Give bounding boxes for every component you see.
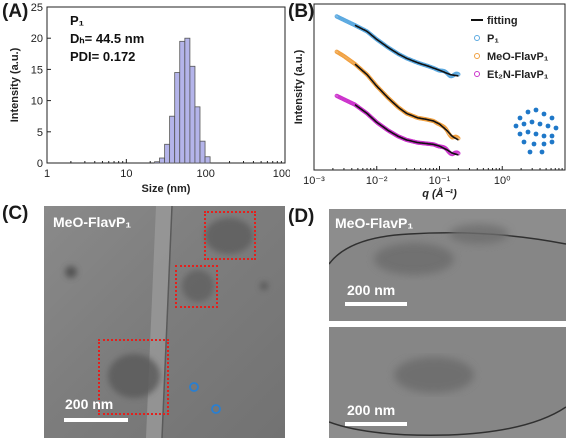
- structure-dot: [537, 121, 543, 127]
- x-tick-label: 10: [120, 168, 132, 180]
- structure-dot: [545, 123, 551, 129]
- roi-box-2: [175, 265, 218, 308]
- legend-circle-marker: [474, 71, 480, 77]
- tem-image-d-top: MeO-FlavP₁ 200 nm: [329, 209, 566, 321]
- structure-dot: [513, 123, 519, 129]
- series-P₁: [334, 14, 461, 79]
- y-tick-label: 10: [31, 96, 43, 108]
- x-axis-label: Size (nm): [142, 183, 191, 195]
- data-point: [456, 72, 461, 77]
- legend-circle-marker: [474, 53, 480, 59]
- annotation-pdi: PDI= 0.172: [70, 49, 135, 64]
- structure-dot: [553, 125, 559, 131]
- panel-b-letter: (B): [288, 1, 315, 22]
- tem-image-d-top-texture: [329, 224, 566, 321]
- annotation-sample: P₁: [70, 13, 84, 28]
- y-tick-label: 15: [31, 64, 43, 76]
- structure-dot: [529, 119, 535, 125]
- structure-dot: [517, 131, 523, 137]
- structure-dot: [541, 133, 547, 139]
- panel-d-letter: (D): [288, 206, 315, 227]
- histogram-bar: [204, 156, 211, 164]
- structure-dot: [541, 111, 547, 117]
- histogram-bar: [154, 161, 160, 164]
- tem-image-c-texture: [65, 206, 268, 438]
- histogram-bar: [194, 106, 201, 164]
- tem-image-c: MeO-FlavP₁ 200 nm: [44, 206, 285, 438]
- tem-d-top-scale-bar: [345, 302, 407, 306]
- tem-c-sample-label: MeO-FlavP₁: [53, 214, 132, 230]
- structure-dot: [525, 129, 531, 135]
- panel-a-letter: (A): [2, 1, 29, 22]
- tem-d-sample-label: MeO-FlavP₁: [335, 215, 414, 231]
- x-tick-label: 100: [196, 168, 214, 180]
- histogram-bar: [189, 65, 196, 164]
- tem-d-bottom-scale-bar: [345, 422, 407, 426]
- structure-dot: [517, 115, 523, 121]
- structure-dot: [539, 149, 545, 155]
- structure-dot: [525, 109, 531, 115]
- tem-d-bottom-scale-label: 200 nm: [347, 402, 396, 418]
- legend-label: Et₂N-FlavP₁: [487, 69, 549, 81]
- histogram-bar: [169, 115, 176, 164]
- x-tick-label: 10⁻²: [366, 175, 388, 187]
- x-axis-label: q (Å⁻¹): [422, 187, 457, 200]
- y-tick-label: 20: [31, 33, 43, 45]
- fitting-curve: [354, 103, 459, 156]
- y-axis-label: Intensity (a.u.): [293, 49, 305, 124]
- x-tick-label: 1: [44, 168, 50, 180]
- annotation-dh: Dₕ= 44.5 nm: [70, 31, 144, 46]
- saxs-chart: 10⁻³ 10⁻² 10⁻¹ 10⁰ q (Å⁻¹) Intensity (a.u.) fi…: [293, 3, 566, 200]
- size-distribution-chart: 0 5 10 15 20 25 1 10 100 1000 Size (nm) Intensity (…: [9, 2, 290, 195]
- histogram-bar: [179, 40, 186, 164]
- x-tick-label: 10⁻³: [303, 175, 325, 187]
- legend-circle-marker: [474, 35, 480, 41]
- tem-c-scale-bar: [64, 418, 128, 422]
- structure-dot: [521, 139, 527, 145]
- roi-box-1: [204, 211, 256, 260]
- fitting-curve: [354, 24, 459, 77]
- structure-dot: [549, 115, 555, 121]
- histogram-bar: [164, 143, 171, 164]
- x-tick-label: 1000: [273, 168, 290, 180]
- data-point: [456, 151, 461, 156]
- legend-label: fitting: [487, 15, 518, 27]
- y-tick-label: 5: [37, 127, 43, 139]
- structure-dot: [521, 121, 527, 127]
- y-axis-label: Intensity (a.u.): [9, 47, 21, 122]
- histogram-bar: [199, 140, 206, 164]
- structure-dot: [533, 107, 539, 113]
- structure-dot: [533, 131, 539, 137]
- legend-label: P₁: [487, 33, 499, 45]
- histogram-bar: [174, 72, 181, 164]
- y-tick-label: 0: [37, 158, 43, 170]
- histogram-bar: [184, 37, 191, 164]
- histogram-bar: [159, 157, 165, 164]
- structure-dot: [527, 149, 533, 155]
- fitting-curve: [354, 63, 459, 141]
- y-tick-label: 25: [31, 2, 43, 14]
- roi-box-3: [98, 339, 169, 415]
- x-tick-label: 10⁰: [494, 175, 511, 187]
- tem-d-top-scale-label: 200 nm: [347, 282, 396, 298]
- x-tick-label: 10⁻¹: [429, 175, 451, 187]
- structure-dot: [541, 141, 547, 147]
- legend-label: MeO-FlavP₁: [487, 51, 549, 63]
- structure-dot: [549, 133, 555, 139]
- panel-c-letter: (C): [2, 203, 29, 224]
- tem-image-d-bottom: 200 nm: [329, 327, 566, 438]
- structure-dot: [531, 141, 537, 147]
- tem-image-d-bottom-texture: [329, 327, 566, 436]
- tem-c-scale-label: 200 nm: [65, 396, 114, 412]
- structure-dot: [549, 139, 555, 145]
